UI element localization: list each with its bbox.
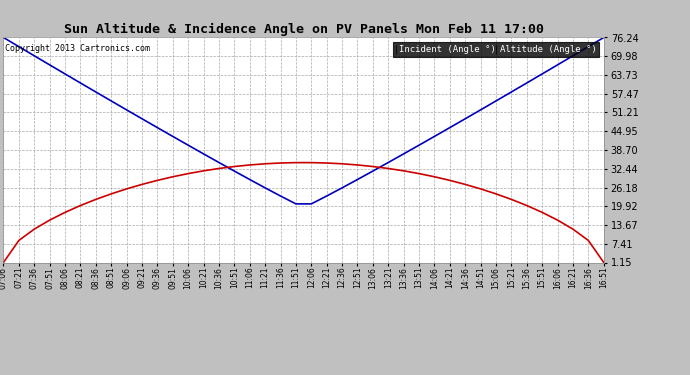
Text: Copyright 2013 Cartronics.com: Copyright 2013 Cartronics.com (5, 44, 150, 53)
Legend: Incident (Angle °), Altitude (Angle °): Incident (Angle °), Altitude (Angle °) (393, 42, 599, 57)
Title: Sun Altitude & Incidence Angle on PV Panels Mon Feb 11 17:00: Sun Altitude & Incidence Angle on PV Pan… (63, 23, 544, 36)
